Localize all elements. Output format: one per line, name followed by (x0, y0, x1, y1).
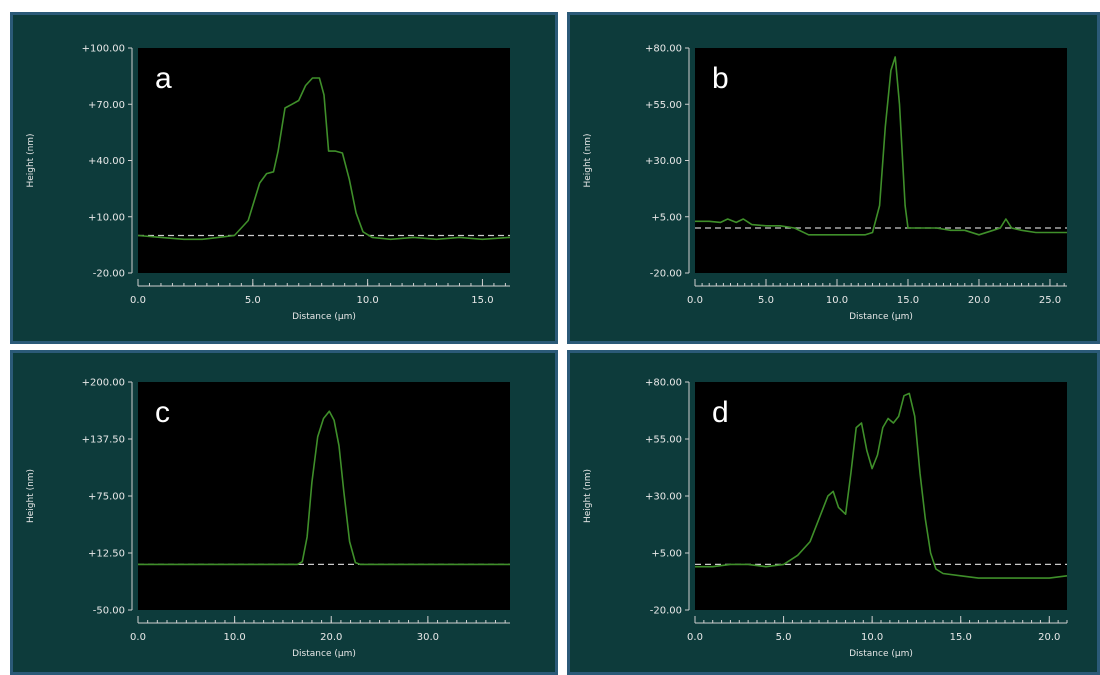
chart-a-height-profile-line (137, 77, 511, 241)
chart-d-x-tick-label: 5.0 (776, 632, 792, 643)
chart-a-y-tick-label: +70.00 (88, 100, 125, 111)
chart-c-x-axis-title: Distance (µm) (292, 649, 356, 659)
chart-a-x-tick-label: 5.0 (245, 295, 261, 306)
panel-a: -20.00 +10.00 +40.00 +70.00 +100.00 0.0 5.0 10.… (10, 12, 558, 344)
chart-a-y-tick-label: +40.00 (88, 156, 125, 167)
chart-c-height-profile-line (138, 410, 510, 566)
chart-b-x-tick-label: 15.0 (897, 295, 919, 306)
chart-c-y-tick-label: +200.00 (82, 378, 125, 389)
chart-d-y-tick-label: +5.00 (651, 549, 682, 560)
panel-d: -20.00 +5.00 +30.00 +55.00 +80.00 0.0 5.0 10.0 1… (567, 350, 1100, 675)
chart-d-y-axis-title: Height (nm) (583, 469, 593, 523)
chart-b-panel-letter: b (712, 62, 729, 95)
chart-b-x-tick-label: 20.0 (968, 295, 990, 306)
chart-d-x-tick-label: 10.0 (861, 632, 883, 643)
chart-b-y-tick-label: +30.00 (645, 156, 682, 167)
chart-c-y-tick-label: -50.00 (93, 606, 125, 617)
chart-b-x-tick-label: 0.0 (687, 295, 703, 306)
panel-c: -50.00 +12.50 +75.00 +137.50 +200.00 0.0 10.0 2… (10, 350, 558, 675)
chart-d-y-tick-label: +30.00 (645, 492, 682, 503)
chart-a-x-tick-label: 10.0 (356, 295, 378, 306)
chart-b: -20.00 +5.00 +30.00 +55.00 +80.00 0.0 5.0 10.0 1… (583, 44, 1067, 322)
chart-d-plot-area (695, 382, 1067, 610)
chart-d-height-profile-line (695, 392, 1068, 579)
chart-b-y-tick-label: +5.00 (651, 212, 682, 223)
chart-c-y-tick-label: +75.00 (88, 492, 125, 503)
chart-c-x-tick-label: 10.0 (223, 632, 245, 643)
chart-d-x-tick-label: 0.0 (687, 632, 703, 643)
chart-a-panel-letter: a (155, 62, 172, 95)
chart-a: -20.00 +10.00 +40.00 +70.00 +100.00 0.0 5.0 10.… (26, 44, 511, 322)
chart-d-x-tick-label: 15.0 (950, 632, 972, 643)
chart-b-height-profile-line (695, 56, 1067, 236)
chart-d-x-tick-label: 20.0 (1038, 632, 1060, 643)
chart-d-y-tick-label: -20.00 (650, 606, 682, 617)
chart-d: -20.00 +5.00 +30.00 +55.00 +80.00 0.0 5.0 10.0 1… (583, 378, 1068, 659)
chart-a-y-tick-label: -20.00 (93, 269, 125, 280)
chart-c-plot-area (138, 382, 510, 610)
chart-c: -50.00 +12.50 +75.00 +137.50 +200.00 0.0 10.0 2… (26, 378, 510, 659)
chart-b-x-tick-label: 25.0 (1039, 295, 1061, 306)
chart-b-x-tick-label: 10.0 (826, 295, 848, 306)
chart-c-panel-letter: c (155, 396, 170, 429)
chart-c-x-tick-label: 0.0 (130, 632, 146, 643)
chart-a-y-axis-title: Height (nm) (26, 133, 36, 187)
chart-c-y-axis-title: Height (nm) (26, 469, 36, 523)
chart-a-y-tick-label: +10.00 (88, 212, 125, 223)
panel-b: -20.00 +5.00 +30.00 +55.00 +80.00 0.0 5.0 10.0 1… (567, 12, 1100, 344)
chart-c-y-tick-label: +137.50 (82, 435, 125, 446)
chart-d-y-tick-label: +55.00 (645, 435, 682, 446)
chart-a-x-tick-label: 0.0 (130, 295, 146, 306)
chart-b-x-tick-label: 5.0 (758, 295, 774, 306)
chart-b-y-tick-label: +80.00 (645, 44, 682, 55)
chart-a-x-tick-label: 15.0 (471, 295, 493, 306)
chart-a-y-tick-label: +100.00 (82, 44, 125, 55)
chart-c-x-tick-label: 20.0 (320, 632, 342, 643)
chart-b-y-tick-label: +55.00 (645, 100, 682, 111)
chart-b-x-axis-title: Distance (µm) (849, 312, 913, 322)
chart-a-x-axis-title: Distance (µm) (292, 312, 356, 322)
chart-b-plot-area (695, 48, 1067, 273)
chart-d-x-axis-title: Distance (µm) (849, 649, 913, 659)
chart-c-y-tick-label: +12.50 (88, 549, 125, 560)
chart-b-y-axis-title: Height (nm) (583, 133, 593, 187)
chart-d-y-tick-label: +80.00 (645, 378, 682, 389)
chart-c-x-tick-label: 30.0 (417, 632, 439, 643)
chart-d-panel-letter: d (712, 396, 729, 429)
chart-b-y-tick-label: -20.00 (650, 269, 682, 280)
